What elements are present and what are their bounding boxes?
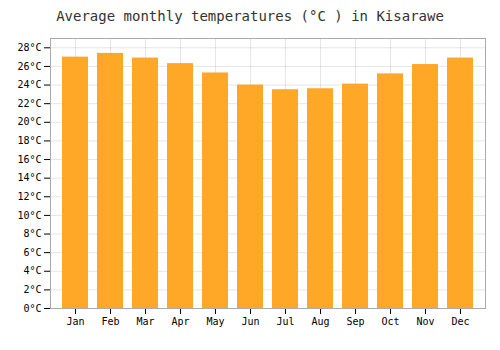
svg-text:Mar: Mar xyxy=(136,316,154,327)
svg-text:Jul: Jul xyxy=(276,316,294,327)
svg-text:2°C: 2°C xyxy=(23,284,41,295)
html-text:Average monthly temperatures (: Average monthly temperatures (°C ) in Ki… xyxy=(56,8,444,24)
svg-text:16°C: 16°C xyxy=(17,154,41,165)
svg-text:24°C: 24°C xyxy=(17,79,41,90)
svg-text:14°C: 14°C xyxy=(17,172,41,183)
svg-text:Jan: Jan xyxy=(66,316,84,327)
svg-text:10°C: 10°C xyxy=(17,210,41,221)
svg-text:8°C: 8°C xyxy=(23,228,41,239)
svg-text:Apr: Apr xyxy=(171,316,189,327)
svg-text:May: May xyxy=(206,316,224,327)
svg-text:22°C: 22°C xyxy=(17,98,41,109)
svg-text:Dec: Dec xyxy=(451,316,469,327)
svg-text:Jun: Jun xyxy=(241,316,259,327)
svg-text:Feb: Feb xyxy=(101,316,119,327)
svg-text:12°C: 12°C xyxy=(17,191,41,202)
svg-text:Sep: Sep xyxy=(346,316,364,327)
svg-text:6°C: 6°C xyxy=(23,247,41,258)
svg-text:4°C: 4°C xyxy=(23,265,41,276)
svg-text:0°C: 0°C xyxy=(23,303,41,314)
svg-text:20°C: 20°C xyxy=(17,116,41,127)
svg-text:28°C: 28°C xyxy=(17,42,41,53)
svg-text:Nov: Nov xyxy=(416,316,434,327)
svg-text:Oct: Oct xyxy=(381,316,399,327)
svg-text:26°C: 26°C xyxy=(17,61,41,72)
svg-text:Aug: Aug xyxy=(311,316,329,327)
svg-text:18°C: 18°C xyxy=(17,135,41,146)
